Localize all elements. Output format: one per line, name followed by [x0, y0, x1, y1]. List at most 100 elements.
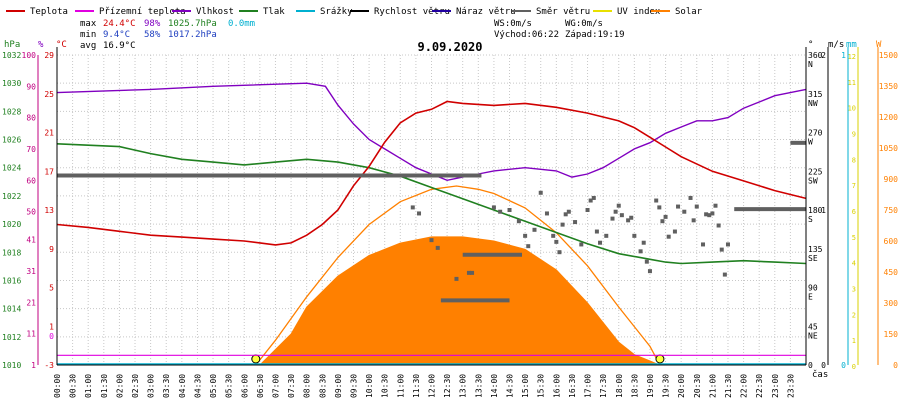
wind-direction-point — [563, 212, 568, 217]
legend-label: Srážky — [320, 7, 353, 17]
wind-direction-point — [704, 212, 709, 217]
x-tick-label: 21:30 — [724, 374, 733, 398]
x-tick-label: 07:00 — [271, 374, 280, 398]
uv-tick-label: 6 — [852, 208, 856, 216]
humidity-line — [56, 82, 807, 182]
direction-tick-label: 0 — [808, 361, 813, 370]
humidity-tick-label: 70 — [26, 145, 36, 154]
avg-temp: 16.9°C — [103, 41, 136, 51]
x-tick-label: 14:30 — [506, 374, 515, 398]
sunset-time: Západ:19:19 — [565, 30, 625, 40]
wind-direction-point — [644, 259, 649, 264]
rain-unit: mm — [846, 40, 857, 50]
temperature-tick-label: 29 — [44, 51, 54, 60]
wind-direction-point — [557, 250, 562, 255]
x-tick-label: 06:30 — [256, 374, 265, 398]
sun-event-marker — [655, 354, 665, 364]
x-tick-label: 23:00 — [771, 374, 780, 398]
wind-direction-point — [663, 214, 668, 219]
uv-tick-label: 11 — [848, 79, 856, 87]
pressure-tick-label: 1010 — [2, 361, 21, 370]
humidity-tick-label: 100 — [22, 51, 37, 60]
wind-direction-point — [498, 209, 503, 214]
x-tick-label: 07:30 — [287, 374, 296, 398]
temperature-tick-label: 9 — [49, 245, 54, 254]
wind-direction-point — [466, 270, 471, 275]
solar-tick-label: 750 — [884, 206, 899, 215]
legend-label: Směr větru — [536, 7, 590, 17]
x-tick-label: 12:30 — [443, 374, 452, 398]
humidity-tick-label: 90 — [26, 82, 36, 91]
x-tick-label: 04:30 — [193, 374, 202, 398]
direction-tick-label: 225 — [808, 167, 823, 176]
wind-direction-point — [629, 215, 634, 220]
line-series — [56, 82, 807, 365]
pressure-tick-label: 1032 — [2, 51, 21, 60]
direction-tick-label: 270 — [808, 129, 823, 138]
x-tick-label: 01:30 — [100, 374, 109, 398]
max-temp: 24.4°C — [103, 19, 136, 29]
x-tick-label: 20:00 — [677, 374, 686, 398]
direction-cardinal-label: SW — [808, 176, 818, 185]
temperature-tick-label: 5 — [49, 284, 54, 293]
wind-direction-point — [694, 204, 699, 209]
legend-label: Solar — [675, 7, 703, 17]
x-tick-label: 19:00 — [646, 374, 655, 398]
uv-tick-label: 3 — [852, 286, 856, 294]
x-tick-label: 15:30 — [537, 374, 546, 398]
wind-direction-point — [470, 270, 475, 275]
wind-direction-point — [532, 227, 537, 232]
humidity-tick-label: 41 — [26, 236, 36, 245]
wind-direction-point — [722, 272, 727, 277]
x-tick-label: 16:00 — [552, 374, 561, 398]
x-tick-label: 11:00 — [396, 374, 405, 398]
direction-tick-label: 45 — [808, 322, 818, 331]
x-tick-label: 00:00 — [53, 374, 62, 398]
uv-tick-label: 10 — [848, 105, 856, 113]
legend-label: Náraz větru — [456, 7, 516, 17]
rain-tick-label: 1 — [841, 51, 846, 60]
x-tick-label: 20:30 — [693, 374, 702, 398]
pressure-tick-label: 1028 — [2, 107, 21, 116]
wind-direction-point — [654, 198, 659, 203]
x-tick-label: 03:30 — [162, 374, 171, 398]
wind-direction-point — [632, 233, 637, 238]
uv-tick-label: 7 — [852, 182, 856, 190]
wind-direction-point — [619, 213, 624, 218]
legend: Teplota Přízemní teplota Vlhkost Tlak Srážky… — [6, 7, 703, 17]
max-humidity: 98% — [144, 19, 161, 29]
x-tick-label: 14:00 — [490, 374, 499, 398]
x-tick-label: 17:00 — [584, 374, 593, 398]
humidity-tick-label: 80 — [26, 114, 36, 123]
wind-direction-point — [638, 249, 643, 254]
wind-direction-point — [657, 205, 662, 210]
direction-cardinal-label: N — [808, 60, 813, 69]
direction-tick-label: 315 — [808, 90, 823, 99]
solar-tick-label: 1200 — [879, 113, 898, 122]
wind-direction-point — [676, 204, 681, 209]
wind-direction-point — [688, 195, 693, 200]
wind-direction-point — [523, 233, 528, 238]
wind-direction-point — [591, 195, 596, 200]
wind-direction-point — [616, 203, 621, 208]
solar-max-line — [255, 185, 661, 366]
x-tick-label: 09:30 — [349, 374, 358, 398]
x-tick-label: 12:00 — [428, 374, 437, 398]
x-tick-label: 10:00 — [365, 374, 374, 398]
x-tick-label: 22:00 — [740, 374, 749, 398]
humidity-unit: % — [38, 40, 44, 50]
wind-tick-label: 2 — [821, 51, 826, 60]
wind-direction-point — [647, 269, 652, 274]
wind-direction-point — [610, 216, 615, 221]
wind-direction-point — [691, 218, 696, 223]
x-tick-label: 08:00 — [303, 374, 312, 398]
wind-direction-point — [660, 219, 665, 224]
wind-speed-stat: WS:0m/s — [494, 19, 532, 29]
legend-label: Rychlost větru — [374, 7, 450, 17]
wind-direction-point — [551, 233, 556, 238]
pressure-tick-label: 1030 — [2, 79, 21, 88]
uv-tick-label: 4 — [852, 260, 856, 268]
avg-label: avg — [80, 41, 96, 51]
uv-tick-label: 9 — [852, 131, 856, 139]
x-tick-label: 17:30 — [599, 374, 608, 398]
